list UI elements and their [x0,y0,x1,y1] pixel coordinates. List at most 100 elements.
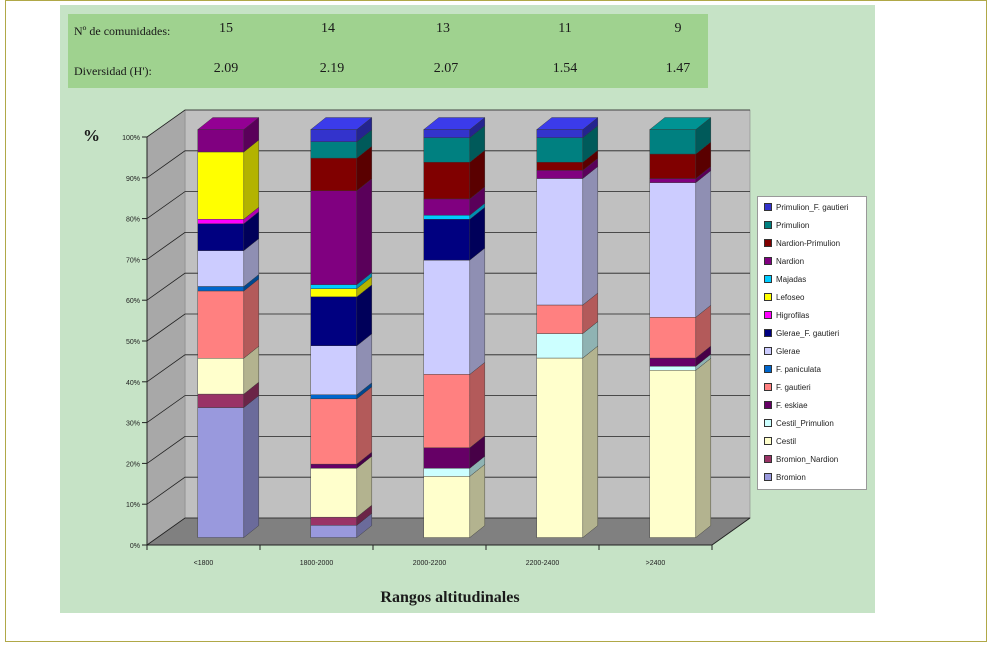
bar-segment [310,463,357,469]
bar-segment [536,178,583,306]
bar-segment [310,467,357,518]
diversity-value: 1.47 [665,61,691,76]
legend-label: Lefoseo [776,292,805,302]
legend-item: Nardion [764,255,804,267]
bar-segment [649,317,696,359]
diversity-label: Diversidad (H'): [74,64,152,78]
legend-label: Cestil_Primulion [776,418,834,428]
bar-top-cap [536,117,599,130]
bar-segment [310,398,357,465]
y-tick-label: 100% [122,135,140,142]
bar-segment [423,129,470,138]
x-axis-depth [711,517,751,546]
legend-swatch [764,239,772,247]
bar-segment [310,516,357,526]
bar-segment [423,219,470,261]
communities-value: 9 [674,21,682,36]
y-tick-label: 20% [126,461,140,468]
legend-label: Bromion [776,472,806,482]
communities-value: 15 [219,21,233,36]
bar-segment [649,129,696,155]
bar-segment [310,157,357,191]
bar-segment [536,333,583,359]
bar-segment [310,288,357,298]
legend-item: Cestil_Primulion [764,417,834,429]
legend-swatch [764,329,772,337]
bar-segment-side [469,463,485,538]
bar-segment-side [695,170,711,318]
bar-segment-side [695,357,711,538]
legend-label: Bromion_Nardion [776,454,839,464]
legend-label: F. gautieri [776,382,811,392]
legend-swatch [764,401,772,409]
legend-swatch [764,365,772,373]
bar-segment-side [469,361,485,449]
legend-swatch [764,383,772,391]
bar-segment-side [243,395,259,538]
legend-label: F. paniculata [776,364,821,374]
bar-segment [423,476,470,538]
legend-swatch [764,419,772,427]
bar-top-cap [423,117,486,130]
legend-item: Bromion [764,471,806,483]
diversity-value: 2.19 [319,61,345,76]
bar-top-cap [310,117,373,130]
x-tick-label: 2000-2200 [413,560,447,567]
y-tick-label: 60% [126,298,140,305]
summary-header: Nº de comunidades: 15 14 13 11 9 Diversi… [68,14,708,88]
x-axis-label: Rangos altitudinales [380,589,520,606]
y-tick-label: 80% [126,217,140,224]
legend-item: F. eskiae [764,399,808,411]
bar-segment [649,153,696,179]
bar-segment [310,141,357,159]
legend-item: Cestil [764,435,796,447]
bar-segment-side [582,166,598,306]
legend-item: Nardion-Primulion [764,237,840,249]
y-tick-label: 0% [130,543,140,550]
legend-item: Primulion_F. gautieri [764,201,848,213]
legend-item: Glerae_F. gautieri [764,327,839,339]
bar-segment [197,250,245,287]
y-tick-label: 30% [126,421,140,428]
legend-item: Lefoseo [764,291,804,303]
bar-segment-side [356,386,372,465]
legend-item: Higrofilas [764,309,809,321]
bar-segment [310,525,357,538]
bar-segment [536,137,583,163]
bar-segment [310,394,357,400]
x-tick-label: >2400 [646,560,666,567]
bar-segment [310,284,357,289]
bar-segment [310,190,357,285]
bar-segment [423,447,470,469]
communities-label: Nº de comunidades: [74,24,171,38]
legend-swatch [764,293,772,301]
legend-item: Majadas [764,273,806,285]
legend-label: Higrofilas [776,310,810,320]
bar-segment [310,129,357,142]
bar-segment [423,137,470,163]
bar-segment [310,296,357,346]
legend-item: Primulion [764,219,809,231]
bar-segment [310,345,357,395]
bar-segment [197,219,245,224]
legend-label: Nardion-Primulion [776,238,841,248]
bar-segment-side [469,247,485,375]
diversity-value: 1.54 [552,61,578,76]
bar-segment [423,215,470,220]
diversity-value: 2.09 [213,61,239,76]
bar-segment [649,370,696,538]
bar-segment [197,290,245,359]
legend-swatch [764,203,772,211]
legend-swatch [764,221,772,229]
bar-segment [197,407,245,538]
bar-segment [197,151,245,220]
legend-label: F. eskiae [776,400,808,410]
x-tick-label: 1800-2000 [300,560,334,567]
communities-value: 13 [436,21,450,36]
bar-segment [649,178,696,183]
y-tick-label: 50% [126,339,140,346]
chart-legend: Primulion_F. gautieri Primulion Nardion-Pr… [757,196,867,490]
y-tick-label: 40% [126,380,140,387]
legend-item: F. gautieri [764,381,811,393]
